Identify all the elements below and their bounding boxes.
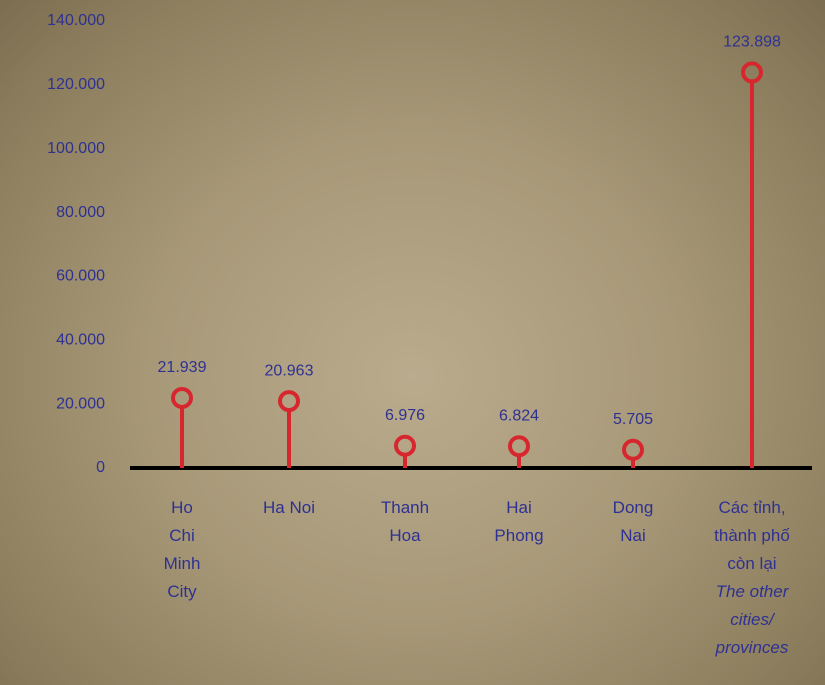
category-english: The other cities/ provinces — [715, 582, 789, 657]
value-label: 21.939 — [158, 359, 207, 376]
category-name: Hai Phong — [494, 498, 544, 545]
x-tick-label: Ha Noi — [249, 494, 329, 522]
y-tick-label: 80.000 — [56, 204, 105, 221]
category-name: Dong Nai — [612, 498, 654, 545]
value-label: 6.824 — [499, 407, 539, 424]
value-label: 123.898 — [723, 34, 781, 51]
category-name: Các tỉnh, thành phố còn lại — [714, 498, 790, 573]
dot — [508, 435, 530, 458]
y-tick-label: 120.000 — [47, 76, 105, 93]
value-label: 6.976 — [385, 407, 425, 424]
dot — [741, 61, 763, 84]
x-tick-label: Hai Phong — [484, 494, 554, 550]
dot — [171, 386, 193, 409]
y-tick-label: 20.000 — [56, 395, 105, 412]
y-tick-label: 100.000 — [47, 140, 105, 157]
y-tick-label: 140.000 — [47, 12, 105, 29]
value-label: 20.963 — [265, 362, 314, 379]
category-name: Ho Chi Minh City — [163, 498, 201, 601]
category-name: Ha Noi — [263, 498, 315, 517]
x-tick-label: Các tỉnh, thành phố còn lại The other cit… — [702, 494, 802, 662]
y-tick-label: 40.000 — [56, 332, 105, 349]
y-tick-label: 0 — [96, 459, 105, 476]
dot — [622, 438, 644, 461]
dot — [394, 434, 416, 457]
x-tick-label: Dong Nai — [601, 494, 666, 550]
y-tick-label: 60.000 — [56, 268, 105, 285]
x-tick-label: Thanh Hoa — [370, 494, 440, 550]
category-name: Thanh Hoa — [380, 498, 430, 545]
value-label: 5.705 — [613, 411, 653, 428]
x-tick-label: Ho Chi Minh City — [160, 494, 204, 606]
dot — [278, 390, 300, 413]
